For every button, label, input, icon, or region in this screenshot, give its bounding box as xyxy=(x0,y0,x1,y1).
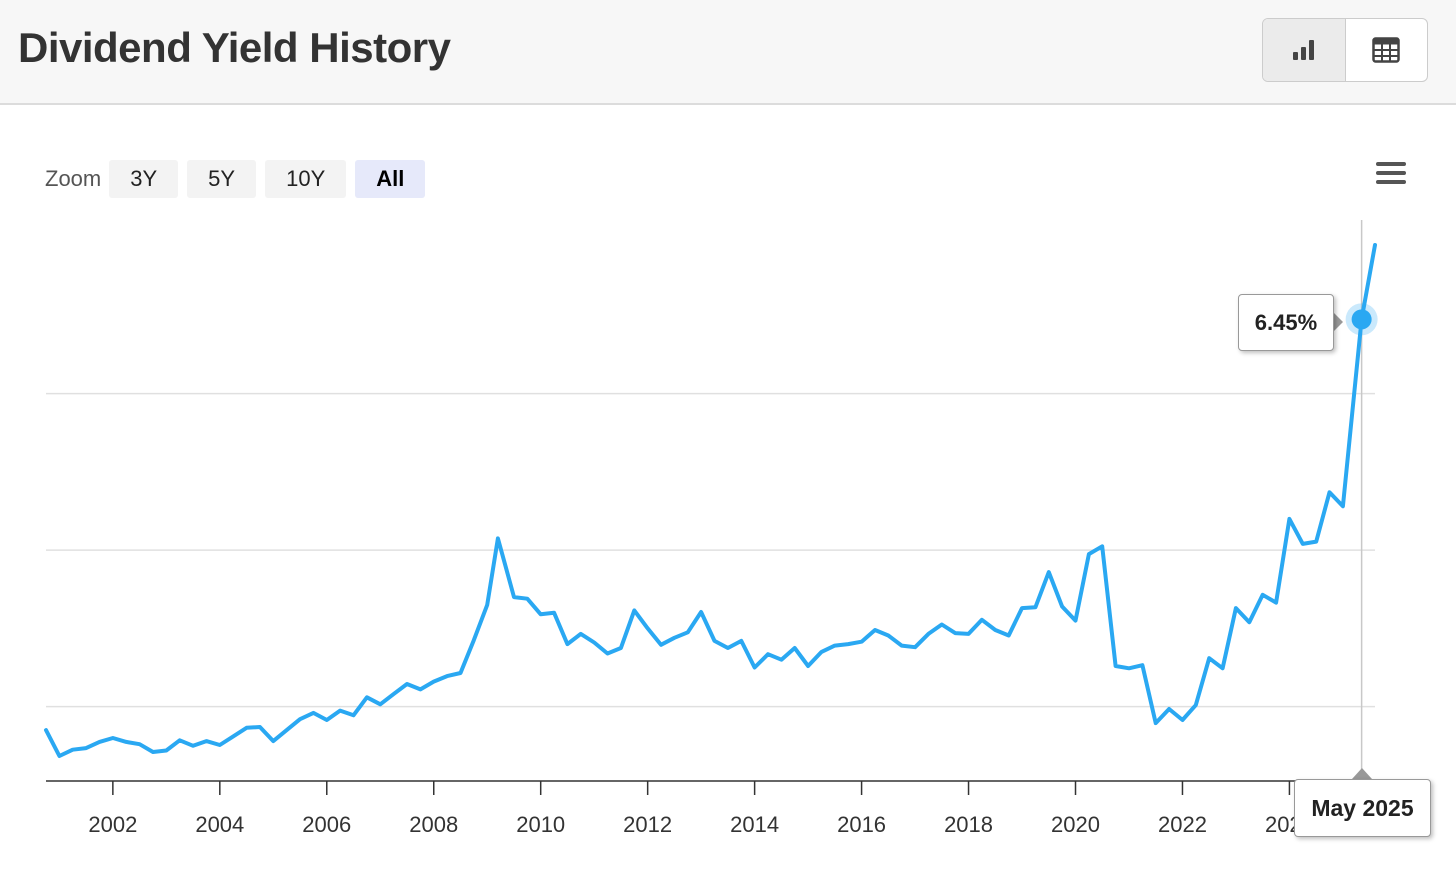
x-tick-label: 2020 xyxy=(1051,812,1100,837)
x-tick-label: 2022 xyxy=(1158,812,1207,837)
x-tick-label: 2008 xyxy=(409,812,458,837)
header: Dividend Yield History xyxy=(0,0,1456,105)
chart-view-button[interactable] xyxy=(1263,19,1346,81)
tooltip-arrow xyxy=(1333,312,1343,332)
zoom-all-button[interactable]: All xyxy=(355,160,426,198)
x-tick-label: 2004 xyxy=(195,812,244,837)
highlight-point xyxy=(1351,309,1372,330)
date-tooltip-arrow xyxy=(1352,768,1372,779)
bar-chart-icon xyxy=(1292,40,1314,60)
date-tooltip: May 2025 xyxy=(1294,779,1431,837)
x-tick-label: 2018 xyxy=(944,812,993,837)
series-line xyxy=(44,243,1377,758)
x-tick-label: 2002 xyxy=(88,812,137,837)
x-tick-label: 2014 xyxy=(730,812,779,837)
x-tick-label: 2010 xyxy=(516,812,565,837)
zoom-3y-button[interactable]: 3Y xyxy=(109,160,179,198)
hamburger-menu-icon[interactable] xyxy=(1376,162,1410,192)
page-title: Dividend Yield History xyxy=(18,24,451,71)
zoom-5y-button[interactable]: 5Y xyxy=(187,160,257,198)
zoom-label: Zoom xyxy=(45,166,102,191)
value-tooltip: 6.45% xyxy=(1238,294,1334,351)
x-tick-label: 2006 xyxy=(302,812,351,837)
zoom-10y-button[interactable]: 10Y xyxy=(265,160,347,198)
view-toggle xyxy=(1262,18,1428,82)
table-icon xyxy=(1372,37,1400,63)
table-view-button[interactable] xyxy=(1346,19,1428,81)
x-tick-label: 2016 xyxy=(837,812,886,837)
zoom-controls: Zoom 3Y 5Y 10Y All xyxy=(45,160,434,198)
x-tick-label: 2012 xyxy=(623,812,672,837)
